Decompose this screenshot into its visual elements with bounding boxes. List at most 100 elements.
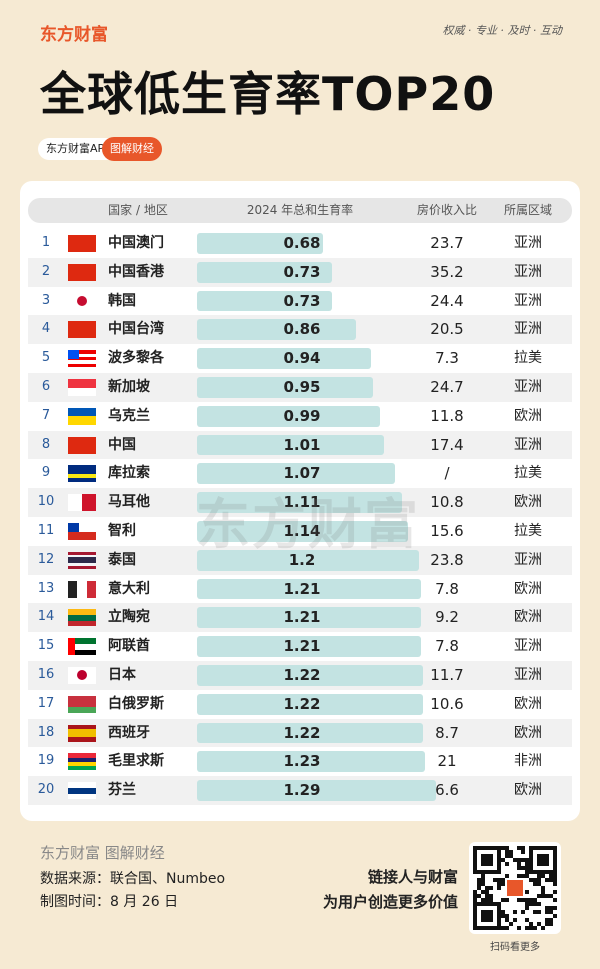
flag-emblem	[68, 638, 75, 656]
qr-module	[525, 906, 529, 910]
watermark: 东方财富	[196, 493, 420, 556]
rank: 2	[41, 263, 51, 279]
flag-stripe	[68, 551, 96, 555]
qr-module	[521, 858, 525, 862]
qr-module	[525, 926, 529, 930]
region: 亚洲	[514, 667, 542, 683]
country-name: 中国澳门	[108, 235, 164, 251]
source: 数据来源：联合国、Numbeo	[40, 871, 226, 887]
region: 欧洲	[514, 494, 542, 511]
region: 亚洲	[514, 638, 542, 655]
flag-stripe	[68, 753, 96, 758]
flag	[68, 753, 96, 771]
country-name: 马耳他	[108, 494, 150, 511]
country-name: 西班牙	[108, 724, 150, 741]
country-name: 乌克兰	[108, 407, 150, 424]
price-income-ratio: 35.2	[430, 262, 464, 281]
qr-module	[507, 880, 523, 896]
qr-module	[517, 846, 521, 850]
country-name: 智利	[108, 523, 136, 539]
country-name: 毛里求斯	[108, 753, 164, 770]
flag-stripe	[68, 363, 96, 368]
region: 拉美	[514, 465, 542, 482]
tfr-value: 0.73	[283, 291, 321, 310]
qr-module	[501, 914, 505, 918]
qr-module	[533, 882, 537, 886]
qr-module	[549, 874, 553, 878]
bar	[197, 261, 333, 283]
country-name: 中国香港	[108, 263, 164, 280]
flag-stripe	[68, 580, 78, 598]
qr-module	[481, 874, 485, 878]
region: 亚洲	[514, 551, 542, 568]
qr-module	[549, 878, 553, 882]
flag-stripe	[68, 263, 96, 281]
qr-module	[481, 854, 493, 866]
slogan: 为用户创造更多价值	[322, 893, 458, 911]
country-name: 泰国	[108, 551, 136, 568]
qr-module	[517, 874, 521, 878]
flag	[68, 292, 96, 310]
flag	[68, 609, 96, 627]
qr-module	[517, 926, 521, 930]
tfr-value: 0.99	[283, 406, 321, 425]
qr-module	[521, 866, 525, 870]
tfr-value: 0.95	[283, 378, 321, 396]
flag-stripe	[68, 321, 96, 339]
region: 欧洲	[514, 724, 542, 741]
region: 欧洲	[514, 580, 542, 597]
qr-module	[501, 846, 505, 850]
qr-module	[517, 898, 521, 902]
country-name: 新加坡	[108, 379, 150, 395]
flag-stripe	[68, 782, 96, 788]
flag-stripe	[68, 387, 96, 396]
qr-module	[525, 902, 529, 906]
country-name: 波多黎各	[108, 350, 164, 367]
qr-module	[525, 898, 529, 902]
price-income-ratio: 9.2	[435, 608, 459, 627]
qr-module	[477, 878, 481, 882]
flag-stripe	[68, 379, 96, 388]
flag-stripe	[68, 701, 96, 708]
region: 欧洲	[514, 609, 542, 626]
qr-module	[485, 898, 489, 902]
qr-module	[533, 910, 537, 914]
qr-module	[489, 886, 493, 890]
country-name: 立陶宛	[108, 609, 150, 626]
bar	[197, 549, 419, 571]
column-header: 所属区域	[503, 203, 552, 217]
qr-module	[485, 886, 489, 890]
country-name: 库拉索	[108, 465, 150, 482]
bar	[197, 233, 323, 254]
flag	[68, 667, 96, 684]
region: 亚洲	[514, 436, 542, 453]
tfr-value: 1.22	[283, 694, 321, 713]
qr-module	[537, 922, 541, 926]
country-name: 中国	[108, 436, 136, 453]
qr-module	[497, 878, 501, 882]
qr-module	[501, 878, 505, 882]
rank: 12	[37, 551, 55, 567]
flag-stripe	[68, 465, 96, 470]
rank: 5	[41, 350, 51, 366]
flag-stripe	[68, 724, 96, 729]
qr-module	[537, 878, 541, 882]
qr-module	[525, 890, 529, 894]
qr-module	[553, 874, 557, 878]
flag	[68, 695, 96, 713]
bar	[197, 348, 371, 369]
flag	[68, 724, 96, 742]
badge: 图解财经	[102, 137, 162, 161]
qr-module	[525, 866, 529, 870]
flag-stripe	[68, 761, 96, 767]
price-income-ratio: 10.8	[430, 493, 464, 512]
flag	[68, 465, 96, 483]
price-income-ratio: 11.8	[430, 406, 464, 425]
tfr-value: 1.11	[283, 493, 321, 512]
qr-module	[517, 866, 521, 870]
rank: 16	[37, 667, 55, 682]
qr-module	[477, 882, 481, 886]
country-name: 中国台湾	[108, 321, 164, 338]
bar	[197, 722, 423, 744]
region: 拉美	[514, 523, 542, 539]
